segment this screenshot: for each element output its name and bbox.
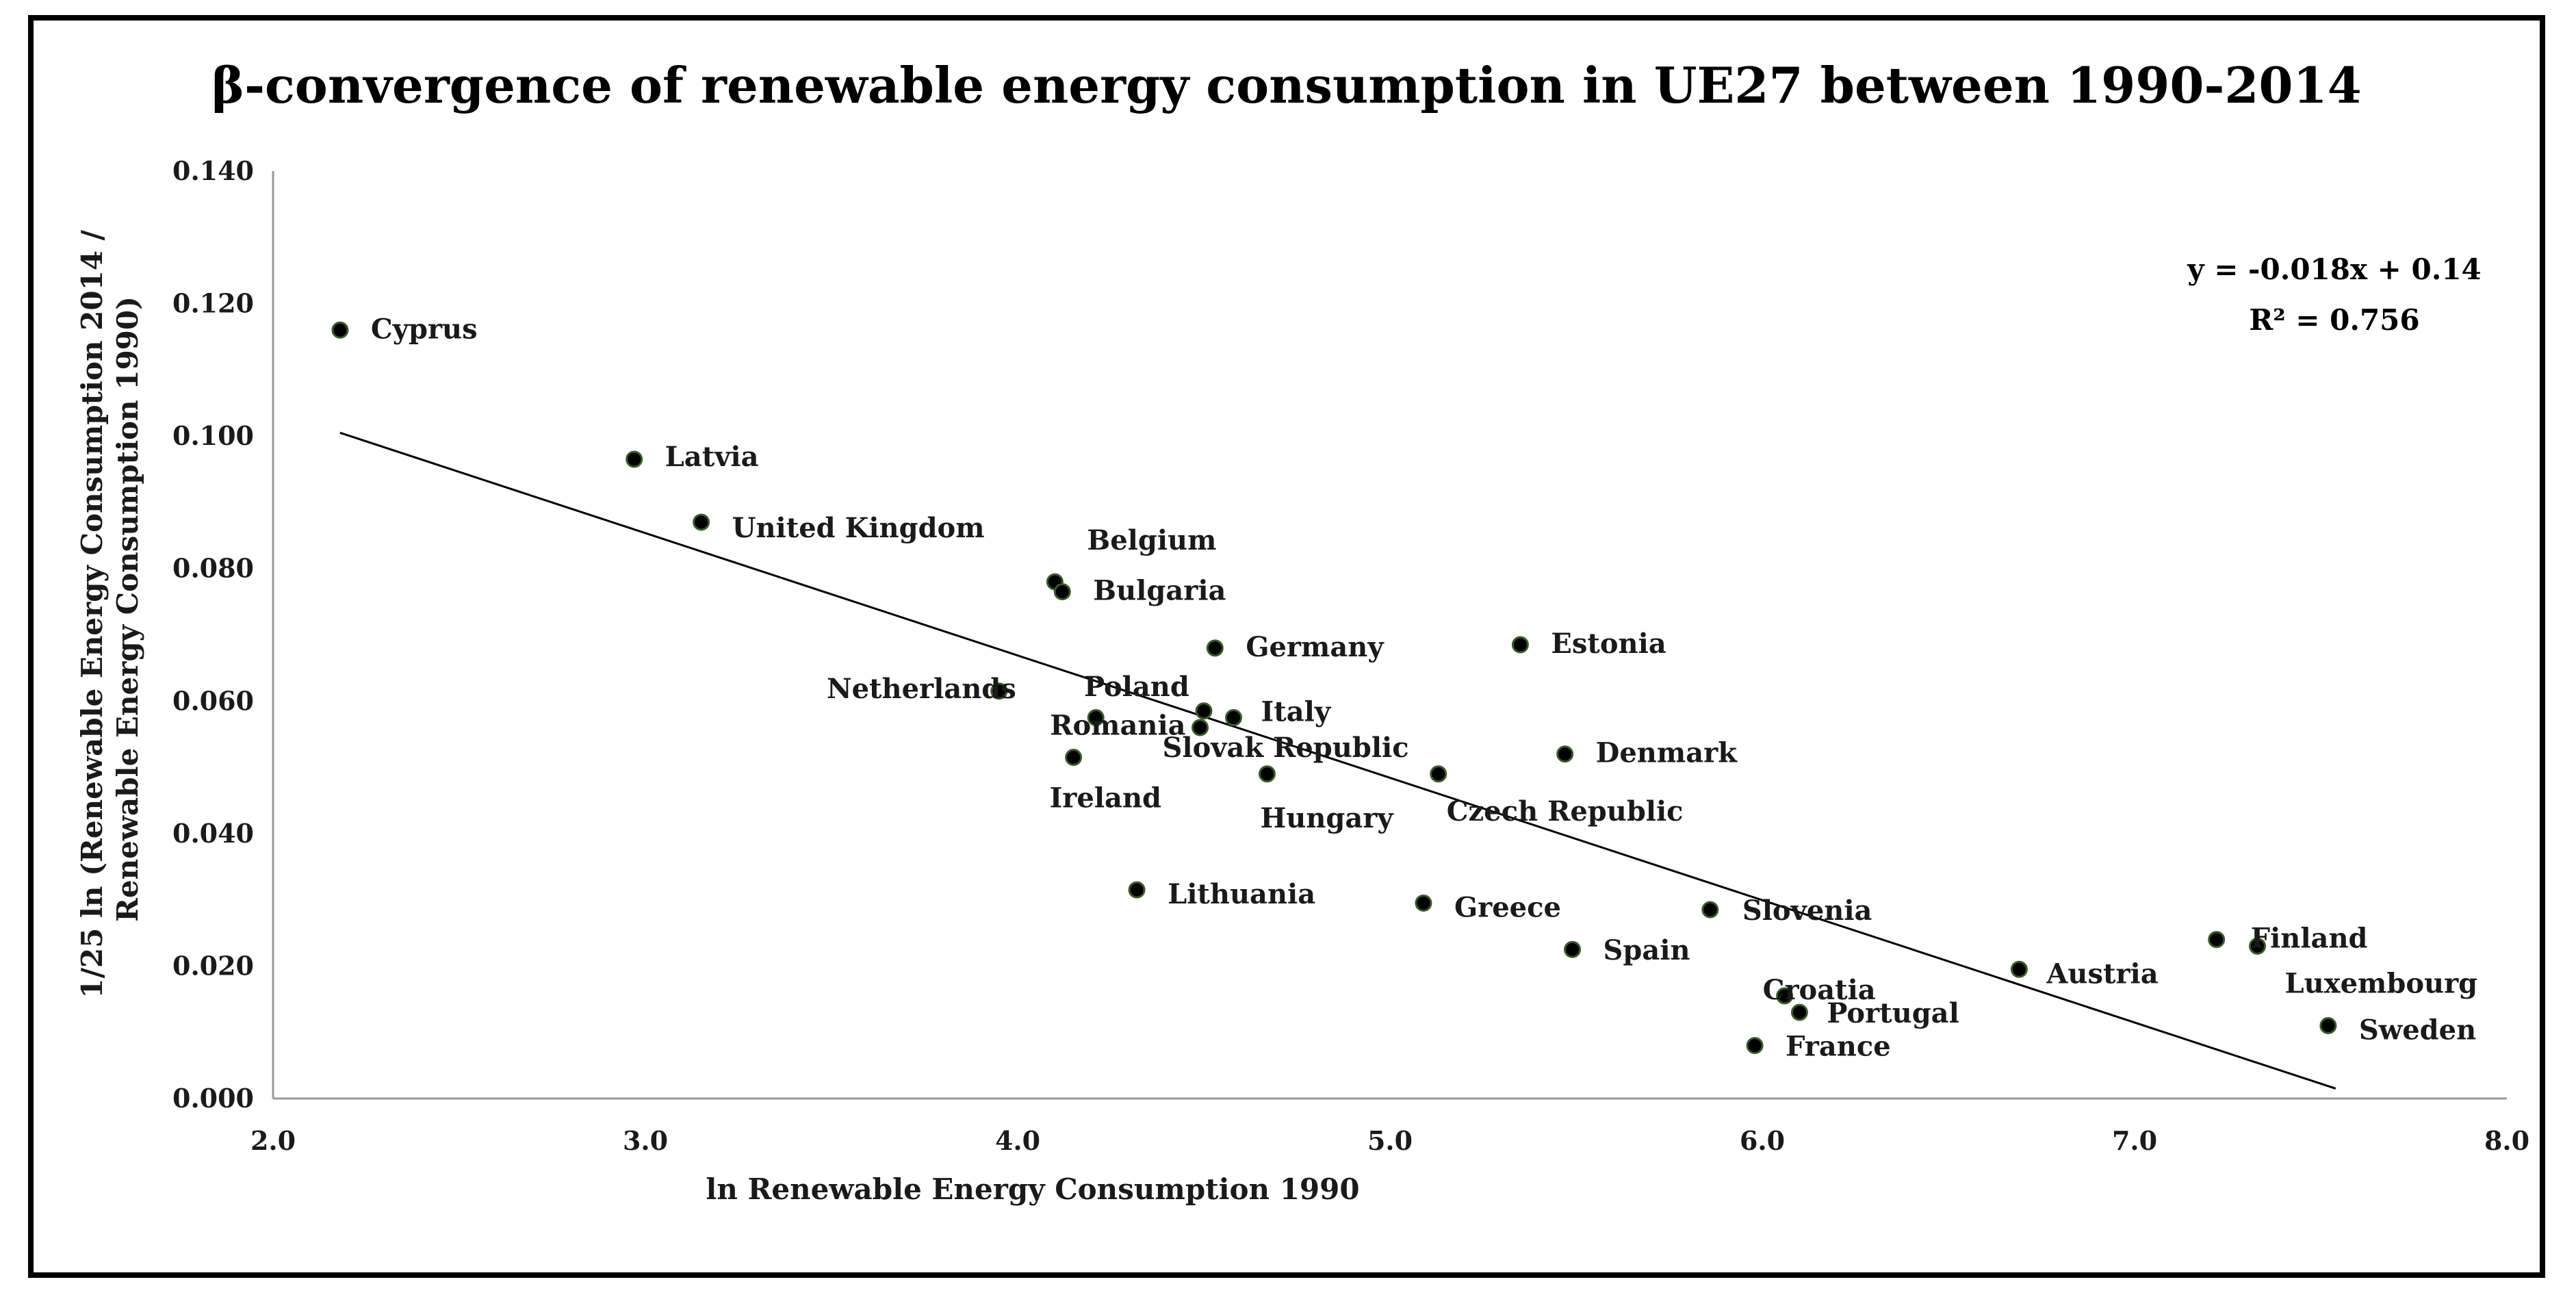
y-axis-title-line-1: 1/25 ln (Renewable Energy Consumption 20… [75,229,109,998]
point-label-cyprus: Cyprus [371,313,478,345]
point-label-netherlands: Netherlands [827,673,1016,705]
chart-title: β-convergence of renewable energy consum… [211,56,2361,114]
data-point-united-kingdom [693,513,710,531]
data-point-spain [1564,940,1582,958]
point-label-latvia: Latvia [665,441,759,473]
point-label-ireland: Ireland [1050,782,1161,814]
y-axis-title: 1/25 ln (Renewable Energy Consumption 20… [75,220,144,998]
trendline-r-squared: R² = 0.756 [2249,303,2419,337]
x-tick-labels: 2.0 3.0 4.0 5.0 6.0 7.0 8.0 [250,1125,2529,1156]
point-label-austria: Austria [2046,958,2158,990]
point-label-poland: Poland [1084,671,1189,703]
trendline [339,431,2336,1090]
point-label-france: France [1786,1031,1891,1063]
data-point-slovenia [1701,901,1719,919]
scatter-chart: β-convergence of renewable energy consum… [75,56,2529,1206]
y-tick-label: 0.100 [172,420,254,451]
data-point-bulgaria [1053,583,1071,601]
trendline-equation: y = -0.018x + 0.14 [2187,253,2482,286]
point-label-luxembourg: Luxembourg [2285,967,2478,999]
data-point-portugal [1790,1003,1808,1021]
x-tick-label: 4.0 [995,1125,1040,1156]
point-label-italy: Italy [1261,695,1332,728]
y-tick-labels: 0.000 0.020 0.040 0.060 0.080 0.100 0.120 0.140 [172,155,254,1114]
x-tick-label: 7.0 [2112,1125,2157,1156]
x-axis-title: ln Renewable Energy Consumption 1990 [706,1172,1359,1206]
point-label-finland: Finland [2251,923,2368,955]
x-tick-label: 3.0 [623,1125,668,1156]
data-point-croatia [1776,987,1794,1005]
data-point-ireland [1065,749,1083,767]
point-label-czech-republic: Czech Republic [1447,795,1684,827]
point-label-belgium: Belgium [1087,524,1216,556]
x-tick-label: 2.0 [250,1125,296,1156]
data-point-czech-republic [1430,765,1447,783]
point-label-sweden: Sweden [2359,1014,2476,1046]
y-tick-label: 0.040 [172,818,254,849]
y-tick-label: 0.080 [172,553,254,584]
data-point-italy [1225,708,1243,726]
data-point-cyprus [331,321,349,339]
y-tick-label: 0.140 [172,155,254,186]
data-point-latvia [626,450,643,468]
y-tick-label: 0.060 [172,685,254,716]
point-label-germany: Germany [1246,631,1384,663]
data-point-greece [1415,894,1432,912]
data-point-germany [1206,639,1224,657]
data-point-lithuania [1128,881,1146,899]
y-tick-label: 0.020 [172,950,254,981]
axes [272,171,2507,1100]
data-point-denmark [1556,745,1574,763]
point-label-romania: Romania [1050,709,1185,741]
data-point-poland [1195,702,1213,720]
x-tick-label: 8.0 [2484,1125,2529,1156]
point-label-denmark: Denmark [1596,737,1738,769]
data-point-austria [2010,960,2028,978]
point-label-lithuania: Lithuania [1168,878,1315,910]
point-label-croatia: Croatia [1763,974,1876,1006]
chart-frame: β-convergence of renewable energy consum… [28,15,2545,1278]
point-label-spain: Spain [1603,934,1690,966]
data-point-netherlands [990,682,1008,700]
point-label-bulgaria: Bulgaria [1093,575,1226,607]
data-point-slovak-republic [1192,719,1209,736]
y-axis-title-line-2: Renewable Energy Consumption 1990) [111,296,144,922]
data-point-sweden [2319,1017,2337,1035]
data-point-hungary [1258,765,1276,783]
x-tick-label: 6.0 [1740,1125,1785,1156]
data-point-estonia [1511,636,1529,654]
point-label-portugal: Portugal [1827,997,1959,1029]
point-label-slovenia: Slovenia [1742,895,1872,927]
point-label-greece: Greece [1454,891,1561,923]
point-label-hungary: Hungary [1260,802,1394,834]
point-label-estonia: Estonia [1551,628,1666,660]
point-labels: Cyprus Latvia United Kingdom Belgium Bulgari… [371,313,2477,1062]
data-point-finland [2208,931,2226,949]
y-tick-label: 0.000 [172,1083,254,1114]
data-points [331,321,2337,1055]
data-point-luxembourg [2249,937,2267,955]
y-tick-label: 0.120 [172,288,254,319]
point-label-united-kingdom: United Kingdom [732,512,985,544]
data-point-france [1746,1037,1764,1055]
point-label-slovak-republic: Slovak Republic [1163,732,1409,764]
x-tick-label: 5.0 [1367,1125,1413,1156]
data-point-romania [1087,708,1105,726]
